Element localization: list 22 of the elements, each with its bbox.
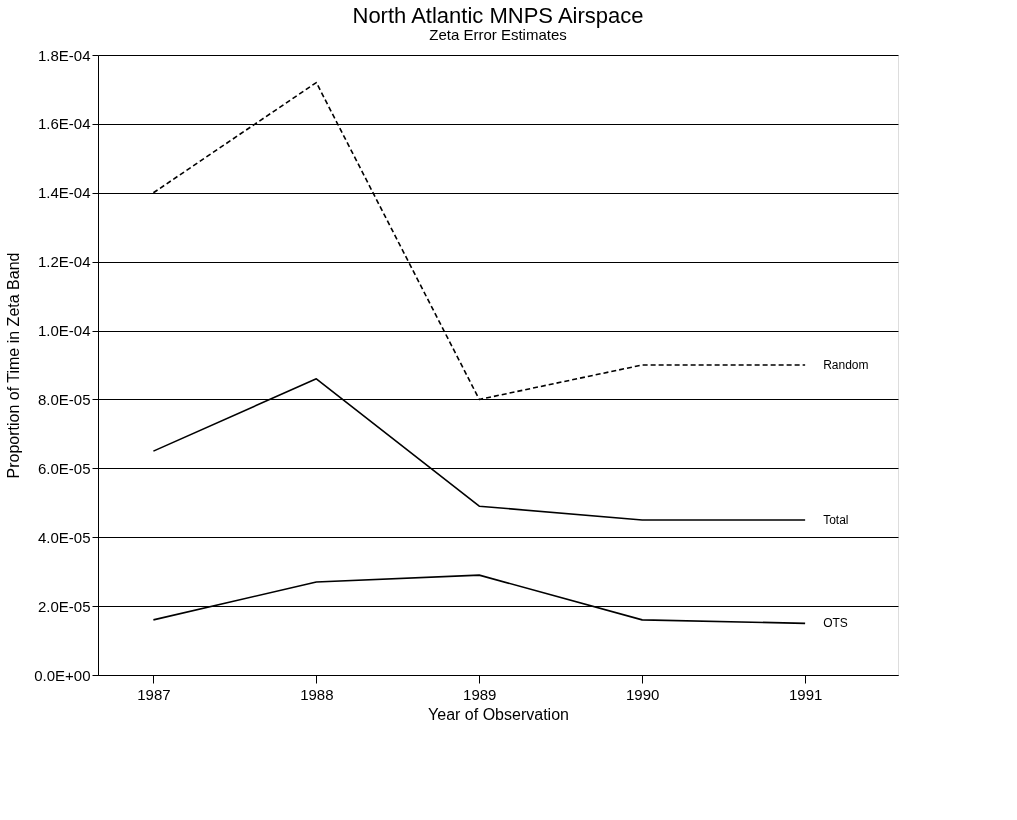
y-tick-label: 6.0E-05 — [37, 459, 91, 477]
series-label: OTS — [823, 616, 848, 631]
y-tick-label: 1.6E-04 — [37, 115, 91, 133]
x-axis-title: Year of Observation — [428, 705, 569, 723]
y-tick-label: 2.0E-05 — [37, 597, 91, 615]
series-label: Total — [823, 513, 849, 527]
x-tick-label: 1988 — [300, 685, 334, 703]
series-label: Random — [823, 358, 869, 372]
y-axis-title: Proportion of Time in Zeta Band — [5, 252, 23, 479]
y-tick-label: 8.0E-05 — [37, 390, 91, 408]
y-tick-label: 1.8E-04 — [37, 46, 91, 64]
y-tick-label: 1.4E-04 — [37, 184, 91, 202]
chart-subtitle: Zeta Error Estimates — [429, 26, 567, 43]
x-tick-label: 1991 — [788, 685, 823, 703]
x-tick-label: 1987 — [137, 685, 171, 703]
y-tick-label: 0.0E+00 — [34, 666, 91, 684]
y-tick-label: 1.0E-04 — [37, 322, 91, 340]
x-tick-label: 1989 — [463, 685, 497, 703]
chart-title: North Atlantic MNPS Airspace — [352, 3, 644, 28]
y-tick-label: 1.2E-04 — [37, 253, 91, 271]
x-tick-label: 1990 — [626, 685, 660, 703]
y-tick-label: 4.0E-05 — [37, 528, 91, 546]
